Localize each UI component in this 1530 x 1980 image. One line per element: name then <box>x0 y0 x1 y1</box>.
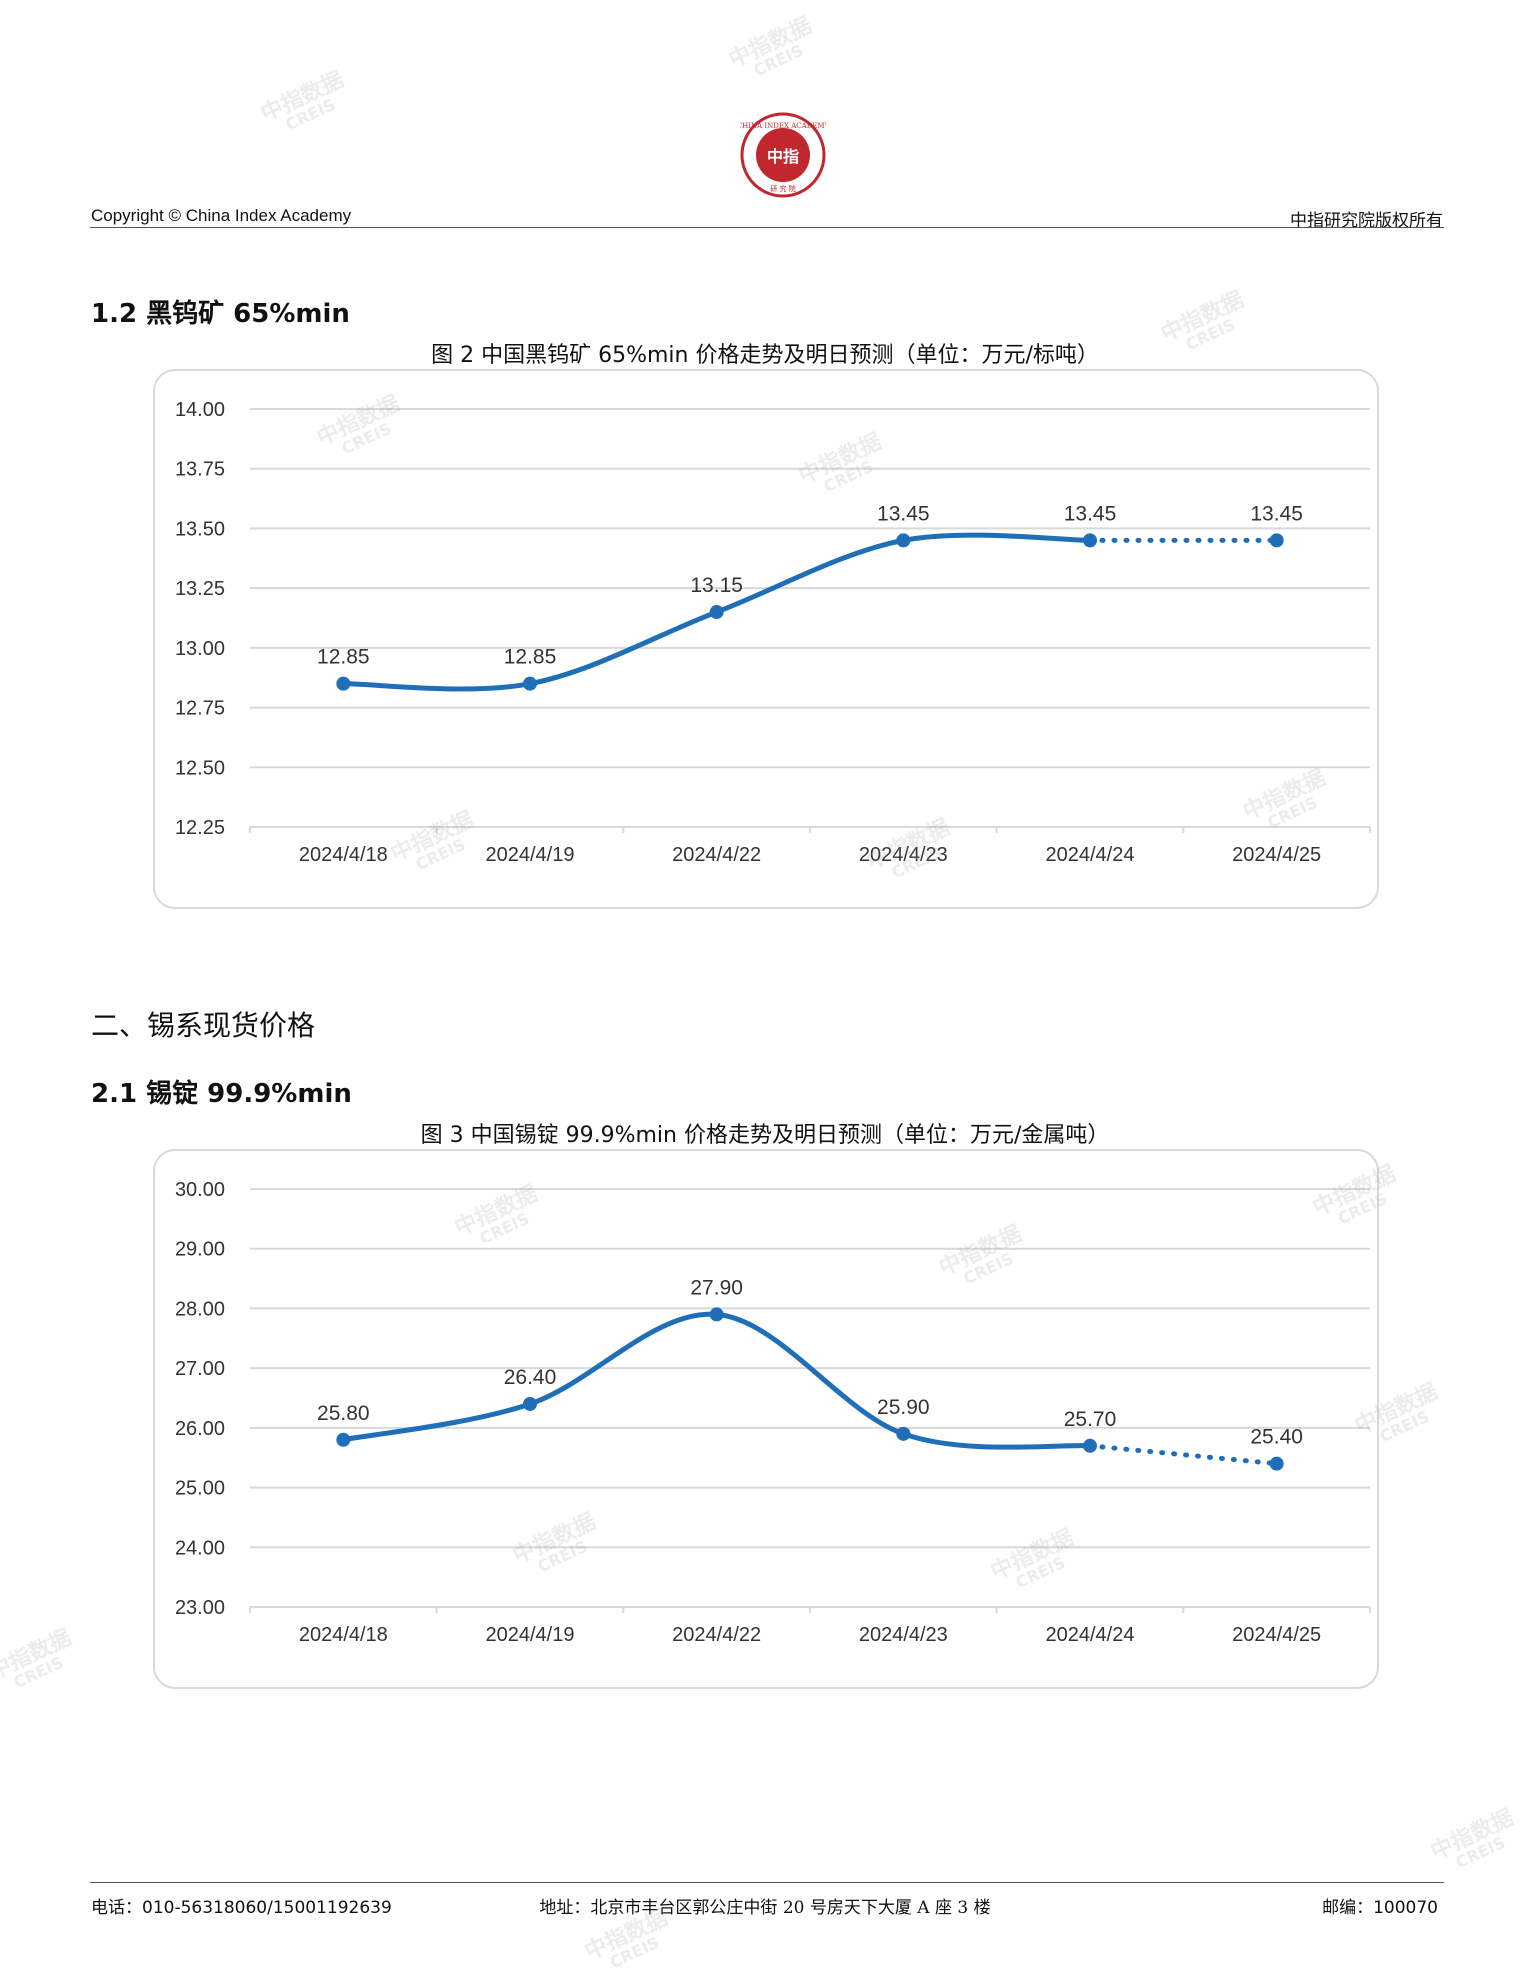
x-tick-label: 2024/4/25 <box>1232 844 1321 866</box>
svg-text:研 究 院: 研 究 院 <box>770 184 795 193</box>
data-point <box>336 676 351 691</box>
y-tick-label: 12.75 <box>175 698 225 720</box>
y-tick-label: 13.25 <box>175 578 225 600</box>
watermark: 中指数据 CREIS <box>257 67 348 135</box>
footer-postcode: 邮编：100070 <box>1322 1898 1438 1918</box>
data-label: 25.90 <box>877 1396 930 1419</box>
data-label: 13.45 <box>1250 502 1303 525</box>
data-point <box>1083 533 1097 548</box>
footer-phone: 电话：010-56318060/15001192639 <box>91 1898 392 1918</box>
data-label: 12.85 <box>504 646 557 669</box>
data-label: 27.90 <box>690 1276 743 1299</box>
tungsten-price-chart: 12.25 12.50 12.75 13.00 13.25 13.50 13.75 14.00… <box>175 399 1371 866</box>
y-tick-label: 23.00 <box>175 1597 225 1619</box>
header-rights: 中指研究院版权所有 <box>1290 211 1443 231</box>
y-tick-label: 13.75 <box>175 459 225 481</box>
section-heading-1-2: 1.2 黑钨矿 65%min <box>91 299 350 329</box>
x-tick-label: 2024/4/24 <box>1046 844 1135 866</box>
y-tick-label: 12.25 <box>175 817 225 839</box>
data-label: 13.45 <box>877 502 930 525</box>
forecast-line <box>1087 1443 1280 1467</box>
watermark: 中指数据 CREIS <box>725 13 816 81</box>
x-tick-label: 2024/4/22 <box>672 1624 761 1646</box>
watermark: 中指数据 CREIS <box>0 1625 76 1693</box>
chart-title-1: 图 2 中国黑钨矿 65%min 价格走势及明日预测（单位：万元/标吨） <box>431 343 1099 368</box>
data-point <box>896 1426 911 1441</box>
data-point <box>1269 1456 1284 1471</box>
svg-text:中指: 中指 <box>767 147 799 166</box>
data-point <box>896 533 911 548</box>
y-tick-label: 28.00 <box>175 1298 225 1320</box>
x-tick-label: 2024/4/22 <box>672 844 761 866</box>
data-label: 12.85 <box>317 646 370 669</box>
data-label: 26.40 <box>504 1366 557 1389</box>
x-tick-label: 2024/4/23 <box>859 844 948 866</box>
y-tick-label: 24.00 <box>175 1537 225 1559</box>
data-label: 25.80 <box>317 1402 370 1425</box>
x-tick-label: 2024/4/23 <box>859 1624 948 1646</box>
data-label: 25.40 <box>1250 1426 1303 1449</box>
chart-box-2: 23.00 24.00 25.00 26.00 27.00 28.00 29.00 30.00… <box>153 1149 1379 1689</box>
section-heading-2: 二、锡系现货价格 <box>91 1009 316 1042</box>
data-label: 13.45 <box>1064 502 1117 525</box>
data-point <box>336 1432 351 1447</box>
y-tick-label: 25.00 <box>175 1478 225 1500</box>
x-tick-label: 2024/4/19 <box>486 1624 575 1646</box>
data-point <box>709 1307 724 1322</box>
y-tick-label: 26.00 <box>175 1418 225 1440</box>
x-tick-label: 2024/4/18 <box>299 1624 388 1646</box>
tin-price-chart: 23.00 24.00 25.00 26.00 27.00 28.00 29.00 30.00… <box>175 1179 1371 1646</box>
footer-address: 地址：北京市丰台区郭公庄中街 20 号房天下大厦 A 座 3 楼 <box>539 1898 991 1918</box>
data-point <box>1269 533 1284 548</box>
y-tick-label: 13.00 <box>175 638 225 660</box>
data-label: 25.70 <box>1064 1408 1117 1431</box>
section-heading-2-1: 2.1 锡锭 99.9%min <box>91 1079 352 1109</box>
svg-text:CHINA INDEX ACADEMY: CHINA INDEX ACADEMY <box>740 122 826 130</box>
x-tick-label: 2024/4/25 <box>1232 1624 1321 1646</box>
y-tick-label: 30.00 <box>175 1179 225 1201</box>
watermark: 中指数据 CREIS <box>1427 1805 1518 1873</box>
chart-title-2: 图 3 中国锡锭 99.9%min 价格走势及明日预测（单位：万元/金属吨） <box>420 1123 1110 1148</box>
data-point <box>523 676 537 691</box>
y-tick-label: 27.00 <box>175 1358 225 1380</box>
y-tick-label: 13.50 <box>175 518 225 540</box>
header-copyright: Copyright © China Index Academy <box>91 206 352 225</box>
data-point <box>709 605 724 620</box>
china-index-academy-logo: CHINA INDEX ACADEMY 中指 研 究 院 <box>740 112 826 198</box>
data-point <box>523 1396 537 1411</box>
data-label: 13.15 <box>690 574 743 597</box>
y-tick-label: 14.00 <box>175 399 225 421</box>
chart-box-1: 12.25 12.50 12.75 13.00 13.25 13.50 13.75 14.00… <box>153 369 1379 909</box>
x-tick-label: 2024/4/19 <box>486 844 575 866</box>
x-tick-label: 2024/4/24 <box>1046 1624 1135 1646</box>
y-tick-label: 29.00 <box>175 1239 225 1261</box>
y-tick-label: 12.50 <box>175 757 225 779</box>
x-tick-label: 2024/4/18 <box>299 844 388 866</box>
header-divider <box>90 227 1444 228</box>
footer-divider <box>90 1882 1444 1883</box>
data-point <box>1083 1438 1097 1453</box>
